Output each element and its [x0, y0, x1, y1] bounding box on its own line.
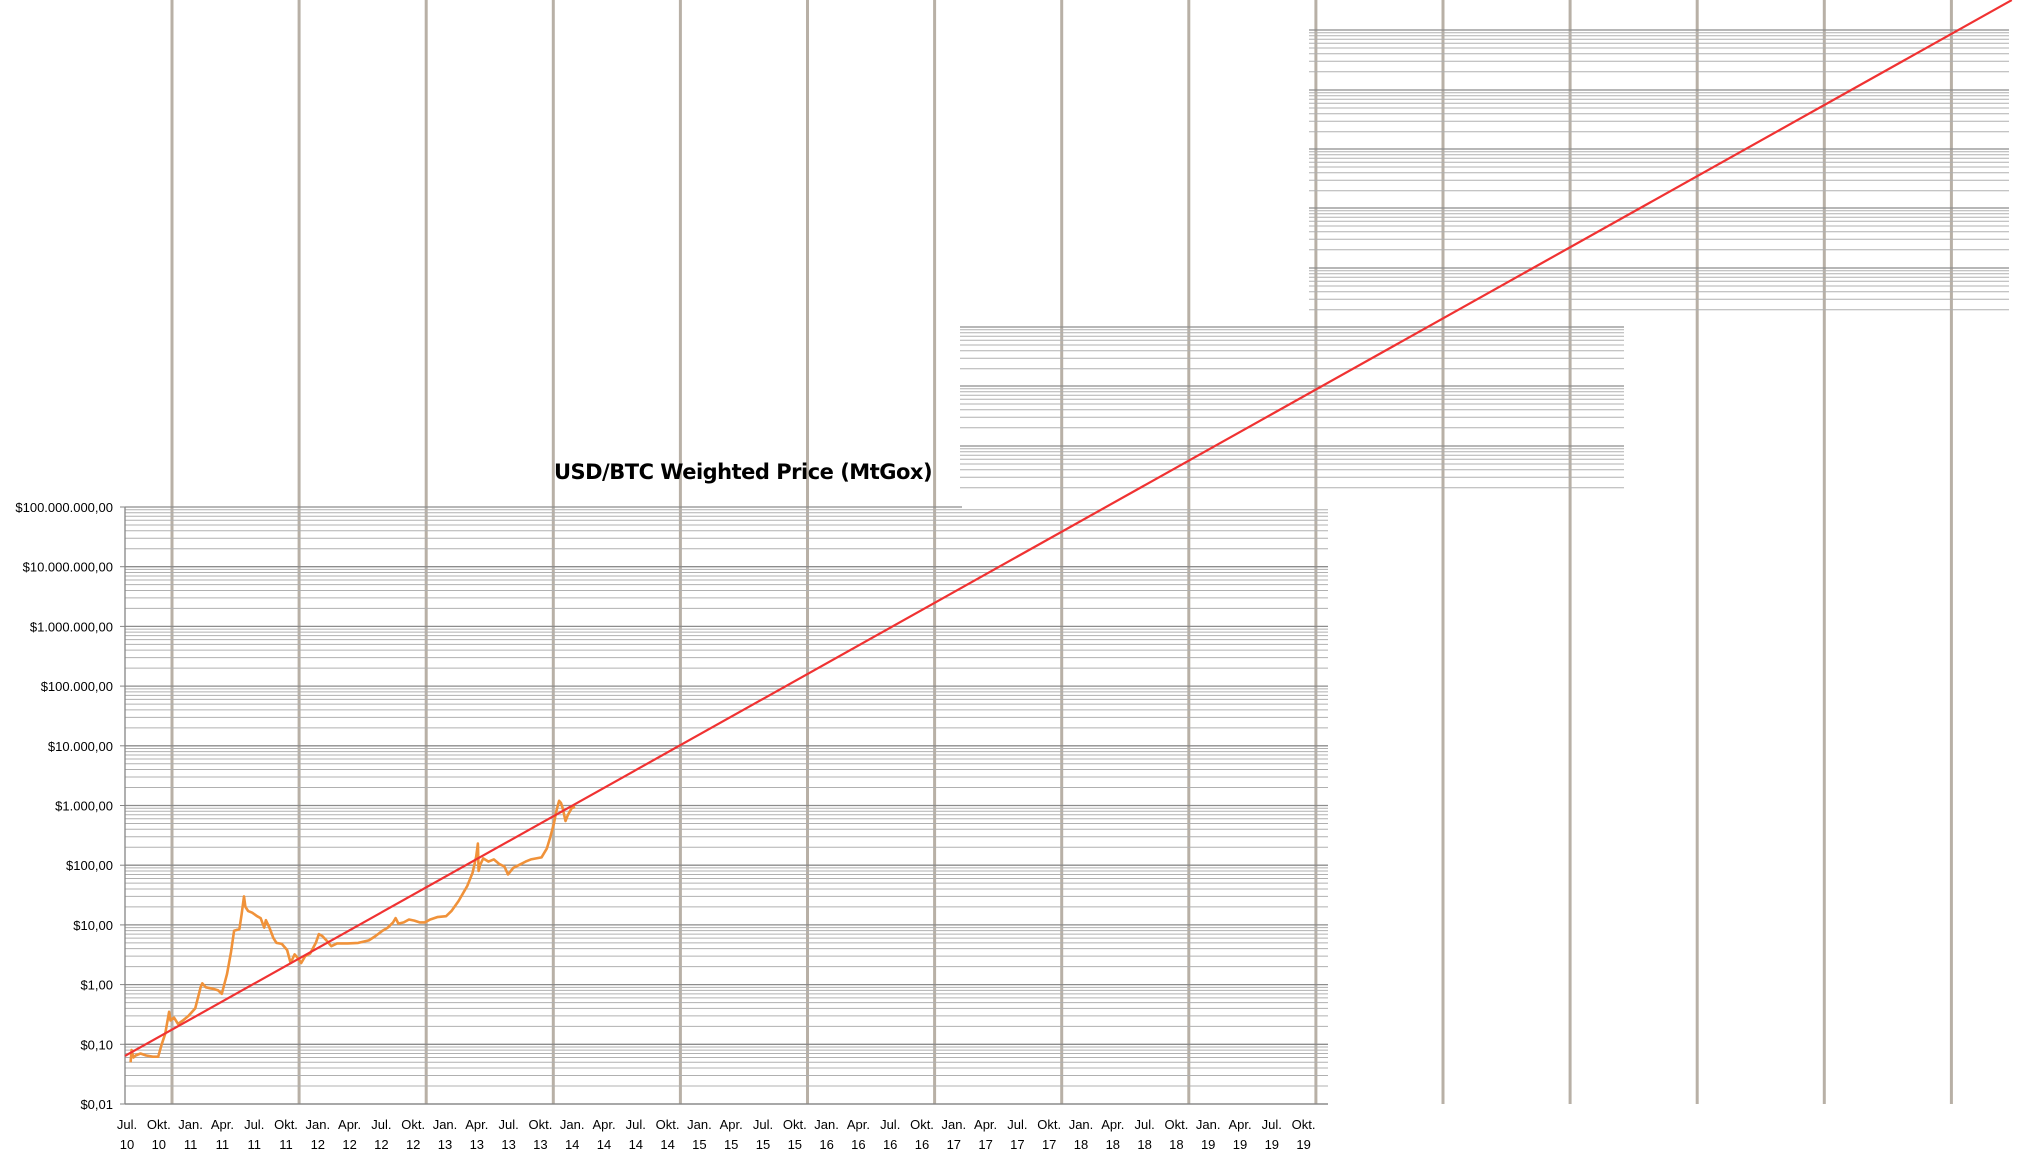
x-tick-label-year: 19: [1201, 1137, 1215, 1152]
x-tick-label-year: 17: [1010, 1137, 1024, 1152]
x-tick-label-month: Okt.: [401, 1117, 425, 1132]
x-tick-label-month: Jul.: [626, 1117, 646, 1132]
x-tick-label-month: Apr.: [1228, 1117, 1251, 1132]
x-tick-label-year: 17: [1042, 1137, 1056, 1152]
x-tick-label-month: Jul.: [1262, 1117, 1282, 1132]
x-tick-label-year: 11: [184, 1137, 198, 1152]
x-tick-label-year: 15: [692, 1137, 706, 1152]
x-tick-label-year: 13: [438, 1137, 452, 1152]
x-tick-label-month: Jul.: [498, 1117, 518, 1132]
x-tick-label-month: Okt.: [274, 1117, 298, 1132]
x-tick-label-year: 18: [1074, 1137, 1088, 1152]
x-tick-label-year: 13: [533, 1137, 547, 1152]
x-tick-label-month: Okt.: [147, 1117, 171, 1132]
x-tick-label-month: Okt.: [910, 1117, 934, 1132]
x-tick-label-month: Okt.: [656, 1117, 680, 1132]
x-tick-label-year: 13: [470, 1137, 484, 1152]
x-tick-label-month: Apr.: [1101, 1117, 1124, 1132]
x-tick-label-year: 16: [915, 1137, 929, 1152]
x-tick-label-year: 10: [152, 1137, 166, 1152]
x-tick-label-year: 14: [597, 1137, 611, 1152]
x-tick-label-year: 10: [120, 1137, 134, 1152]
y-tick-label: $10.000.000,00: [23, 560, 113, 575]
y-axis-tick-labels: $100.000.000,00 $10.000.000,00 $1.000.000,…: [15, 500, 125, 1112]
x-tick-label-year: 15: [788, 1137, 802, 1152]
x-tick-label-month: Okt.: [528, 1117, 552, 1132]
y-tick-label: $100.000.000,00: [15, 500, 113, 515]
price-series-line: [129, 799, 576, 1063]
x-tick-label-month: Jul.: [1007, 1117, 1027, 1132]
x-tick-label-month: Okt.: [783, 1117, 807, 1132]
x-tick-label-month: Jul.: [1134, 1117, 1154, 1132]
x-tick-label-month: Jul.: [244, 1117, 264, 1132]
y-tick-label: $10.000,00: [48, 739, 113, 754]
x-tick-label-year: 12: [311, 1137, 325, 1152]
x-axis-tick-labels: Jul. 10 Okt. 10 Jan. 11 Apr. 11 Jul. 11 Okt. 11 Jan.…: [117, 1117, 1316, 1152]
x-tick-label-month: Apr.: [847, 1117, 870, 1132]
x-tick-label-year: 11: [279, 1137, 293, 1152]
x-tick-label-year: 16: [883, 1137, 897, 1152]
x-tick-label-month: Jan.: [814, 1117, 839, 1132]
x-tick-label-year: 12: [374, 1137, 388, 1152]
x-tick-label-year: 11: [247, 1137, 261, 1152]
x-tick-label-month: Apr.: [974, 1117, 997, 1132]
x-tick-label-year: 14: [629, 1137, 643, 1152]
x-tick-label-year: 17: [947, 1137, 961, 1152]
x-tick-label-month: Apr.: [592, 1117, 615, 1132]
x-tick-label-month: Apr.: [465, 1117, 488, 1132]
x-tick-label-year: 12: [406, 1137, 420, 1152]
series: [124, 0, 2013, 1063]
x-tick-label-year: 11: [216, 1137, 230, 1152]
x-tick-label-year: 14: [565, 1137, 579, 1152]
x-tick-label-month: Jan.: [560, 1117, 585, 1132]
x-tick-label-year: 17: [978, 1137, 992, 1152]
x-tick-label-month: Jul.: [880, 1117, 900, 1132]
x-tick-label-month: Jan.: [433, 1117, 458, 1132]
y-tick-label: $100.000,00: [41, 679, 113, 694]
x-tick-label-year: 15: [724, 1137, 738, 1152]
horizontal-gridlines: [125, 29, 2009, 1105]
x-tick-label-month: Jul.: [371, 1117, 391, 1132]
x-tick-label-month: Jan.: [942, 1117, 967, 1132]
x-tick-label-month: Jan.: [1069, 1117, 1094, 1132]
x-tick-label-year: 16: [851, 1137, 865, 1152]
x-tick-label-year: 14: [660, 1137, 674, 1152]
chart-title: USD/BTC Weighted Price (MtGox): [554, 460, 932, 484]
x-tick-label-month: Jul.: [753, 1117, 773, 1132]
x-tick-label-month: Apr.: [338, 1117, 361, 1132]
x-tick-label-year: 15: [756, 1137, 770, 1152]
x-tick-label-month: Apr.: [211, 1117, 234, 1132]
x-tick-label-year: 19: [1233, 1137, 1247, 1152]
y-tick-label: $0,01: [80, 1097, 113, 1112]
x-tick-label-month: Okt.: [1037, 1117, 1061, 1132]
y-tick-label: $1,00: [80, 978, 113, 993]
x-tick-label-month: Jan.: [1196, 1117, 1221, 1132]
x-tick-label-year: 18: [1106, 1137, 1120, 1152]
y-tick-label: $10,00: [73, 918, 113, 933]
y-tick-label: $100,00: [66, 858, 113, 873]
x-tick-label-month: Jul.: [117, 1117, 137, 1132]
x-tick-label-year: 19: [1265, 1137, 1279, 1152]
y-tick-label: $1.000.000,00: [30, 619, 113, 634]
trend-line: [124, 0, 2013, 1057]
x-tick-label-month: Jan.: [306, 1117, 331, 1132]
y-tick-label: $0,10: [80, 1037, 113, 1052]
x-tick-label-month: Okt.: [1164, 1117, 1188, 1132]
x-tick-label-month: Apr.: [720, 1117, 743, 1132]
y-tick-label: $1.000,00: [55, 799, 113, 814]
x-tick-label-year: 12: [342, 1137, 356, 1152]
x-tick-label-month: Jan.: [687, 1117, 712, 1132]
x-tick-label-year: 13: [501, 1137, 515, 1152]
vertical-gridlines: [170, 0, 1953, 1104]
x-tick-label-year: 18: [1137, 1137, 1151, 1152]
x-tick-label-month: Okt.: [1292, 1117, 1316, 1132]
x-tick-label-year: 18: [1169, 1137, 1183, 1152]
x-tick-label-month: Jan.: [178, 1117, 203, 1132]
x-tick-label-year: 19: [1296, 1137, 1310, 1152]
x-tick-label-year: 16: [819, 1137, 833, 1152]
